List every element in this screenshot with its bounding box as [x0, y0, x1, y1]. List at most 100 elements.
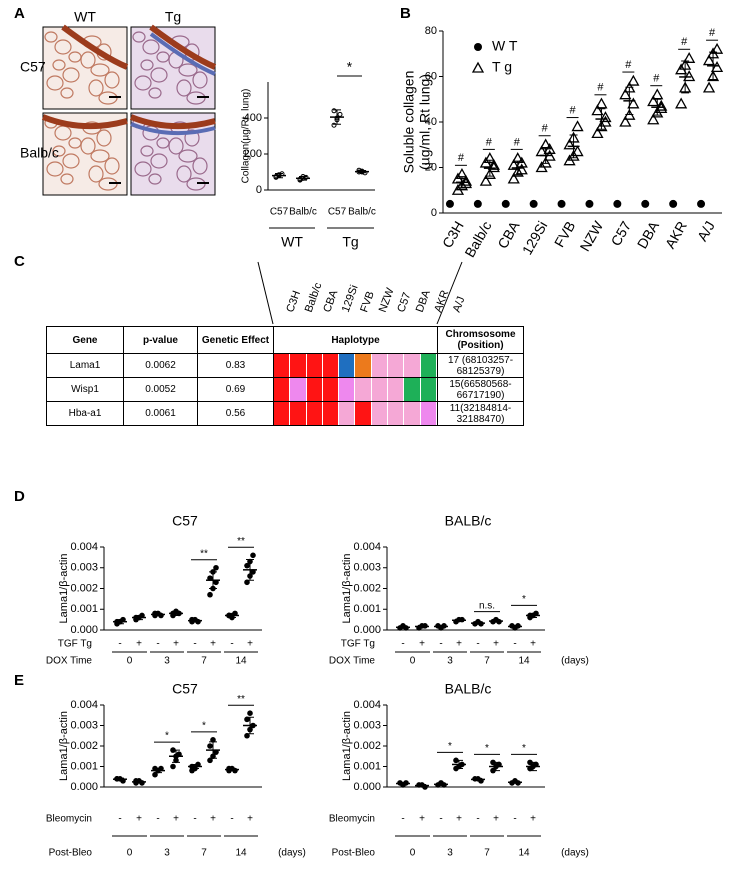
time-value: 3 [164, 656, 170, 667]
alveolus [60, 173, 74, 185]
time-value: 0 [127, 656, 133, 667]
y-tick-label: 0.004 [353, 541, 381, 553]
wt-point [697, 199, 706, 208]
alveolus [44, 31, 58, 43]
column-label: Tg [165, 9, 181, 25]
data-point [247, 710, 253, 716]
header-divider [436, 261, 463, 325]
wt-point [613, 199, 622, 208]
y-axis-label: Lama1/β-actin [341, 554, 353, 624]
micrograph [129, 112, 216, 196]
significance-label: * [347, 59, 353, 75]
x-tick-label: CBA [494, 218, 523, 252]
x-tick-label: Balb/c [289, 207, 317, 218]
error-bar [457, 176, 466, 189]
alveolus [140, 59, 154, 71]
chart-title: C57 [172, 681, 198, 697]
tg-point [599, 111, 612, 123]
haplotype-cell [273, 353, 438, 378]
error-bar [437, 782, 445, 786]
y-tick-label: 0.002 [70, 582, 98, 594]
error-bar [437, 624, 445, 629]
time-label: Post-Bleo [49, 848, 93, 859]
error-bar [209, 741, 217, 759]
error-bar [228, 768, 236, 772]
tg-point [591, 104, 604, 116]
tg-point [683, 70, 696, 82]
treatment-label: TGF Tg [58, 639, 92, 650]
tg-point [599, 115, 612, 127]
tg-point [483, 167, 496, 179]
tg-point [710, 61, 724, 73]
significance-label: # [514, 136, 521, 148]
significance-label: # [653, 73, 660, 85]
haplotype-block [388, 354, 405, 377]
error-bar [569, 134, 578, 159]
legend-label: T g [492, 59, 512, 75]
time-value: 7 [201, 656, 207, 667]
significance-label: # [681, 36, 688, 48]
table-cell: 0.56 [197, 401, 274, 426]
treatment-level: + [493, 639, 499, 650]
haplotype-block [290, 354, 307, 377]
treatment-level: - [476, 814, 479, 825]
x-tick-label: C57 [607, 218, 634, 248]
haplotype-cell [273, 401, 438, 426]
tg-point [571, 145, 584, 157]
error-bar [358, 170, 366, 174]
alveolus [192, 71, 208, 89]
table-cell: 11(32184814-32188470) [437, 401, 524, 426]
x-tick-label: Balb/c [461, 218, 494, 260]
x-tick-label: Balb/c [348, 207, 376, 218]
error-bar [492, 619, 500, 623]
alveolus [192, 157, 208, 175]
error-bar [511, 780, 519, 784]
tg-point [563, 138, 576, 150]
treatment-level: + [530, 814, 536, 825]
column-label: WT [74, 9, 96, 25]
haplotype-block [274, 354, 291, 377]
panel-label: C [14, 253, 25, 270]
x-tick-label: NZW [576, 218, 606, 254]
tg-point [507, 158, 520, 170]
y-tick-label: 0 [431, 207, 437, 219]
alveolus [104, 71, 120, 89]
haplotype-block [339, 402, 356, 425]
x-tick-label: C57 [270, 207, 289, 218]
y-tick-label: 0.002 [70, 740, 98, 752]
haplotype-block [322, 378, 340, 401]
error-bar [474, 621, 482, 625]
haplotype-block [388, 402, 405, 425]
treatment-level: + [210, 814, 216, 825]
tg-point [515, 156, 528, 168]
alveolus [46, 161, 64, 177]
table-cell: 17 (68103257-68125379) [437, 353, 524, 378]
table-cell: 0.69 [197, 377, 274, 402]
alveolus [156, 51, 170, 63]
y-tick-label: 0.002 [353, 582, 381, 594]
y-tick-label: 0.001 [70, 603, 98, 615]
error-bar [625, 86, 634, 115]
error-bar [597, 108, 606, 130]
header-row: Gene p-value Genetic Effect Haplotype Chroms… [46, 326, 524, 354]
time-value: 7 [201, 848, 207, 859]
treatment-level: - [513, 639, 516, 650]
error-bar [418, 784, 426, 788]
time-value: 7 [484, 848, 490, 859]
alveolus [150, 67, 168, 83]
table-cell: 0.0052 [123, 377, 198, 402]
x-tick-label: A/J [694, 218, 718, 244]
chart-title: C57 [172, 513, 198, 529]
table-cell: Hba-a1 [46, 401, 124, 426]
time-value: 3 [447, 656, 453, 667]
significance-label: * [522, 594, 526, 605]
treatment-level: - [439, 639, 442, 650]
tg-point [675, 97, 688, 109]
tg-point [543, 142, 556, 154]
treatment-level: - [513, 814, 516, 825]
y-tick-label: 0.003 [353, 719, 381, 731]
haplotype-block [306, 354, 323, 377]
y-tick-label: 0.000 [353, 781, 381, 793]
error-bar [513, 160, 522, 176]
table-cell: Wisp1 [46, 377, 124, 402]
